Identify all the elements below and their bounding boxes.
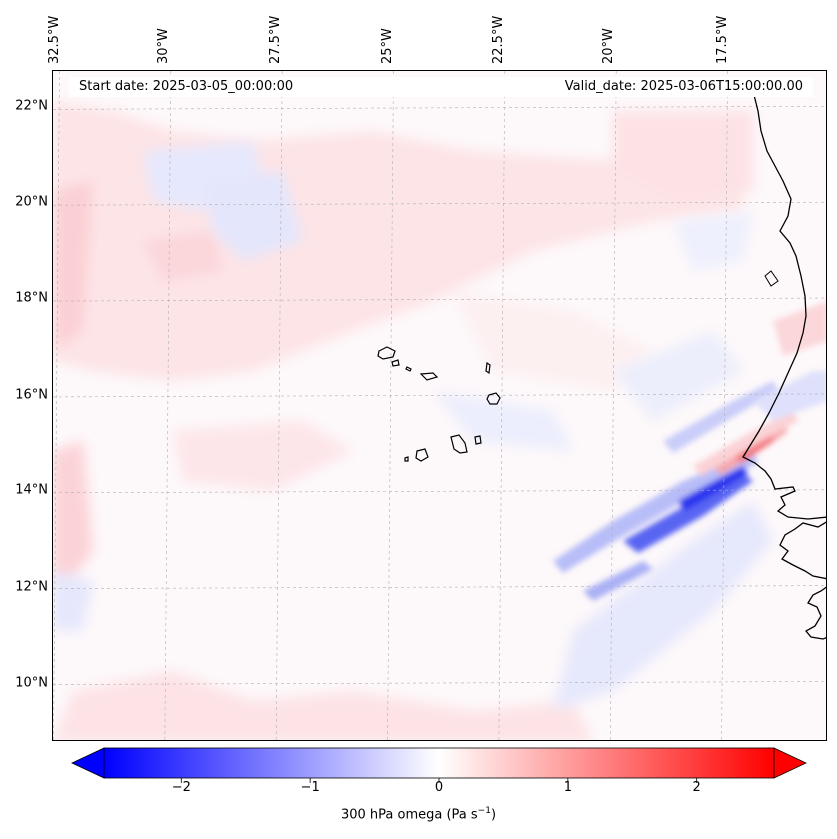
meridian-gridline: [164, 71, 172, 740]
lon-label-27.5W: 27.5°W: [268, 15, 283, 64]
colorbar-tick-label: −2: [171, 780, 191, 795]
lat-label-18N: 18°N: [15, 290, 48, 306]
map-panel: Start date: 2025-03-05_00:00:00 Valid_da…: [52, 70, 827, 741]
lat-label-16N: 16°N: [15, 387, 48, 403]
lon-label-30W: 30°W: [156, 28, 171, 64]
coastal-bay: [764, 270, 779, 287]
start-date-label: Start date: 2025-03-05_00:00:00: [79, 79, 294, 94]
meridian-gridline: [498, 71, 506, 740]
lat-label-14N: 14°N: [15, 482, 48, 498]
lat-label-10N: 10°N: [15, 675, 48, 691]
lon-label-25W: 25°W: [380, 28, 395, 64]
colorbar-body: [103, 747, 775, 779]
lat-label-22N: 22°N: [15, 98, 48, 114]
meridian-gridline: [721, 71, 728, 740]
colorbar-ticks: [180, 778, 698, 783]
omega-field-map: [53, 71, 826, 740]
colorbar-tick-label: 0: [434, 780, 444, 795]
meridian-gridline: [275, 71, 283, 740]
meridian-gridline: [609, 71, 617, 740]
colorbar-tick-label: 2: [692, 780, 701, 795]
lon-label-20W: 20°W: [601, 28, 616, 64]
africa-coastline: [742, 90, 826, 640]
lon-label-32.5W: 32.5°W: [47, 15, 62, 64]
meridian-gridline: [53, 71, 60, 740]
positive-omega-regions: [53, 101, 753, 740]
negative-omega-regions: [53, 141, 773, 711]
strong-omega-bands: [553, 301, 826, 601]
lon-label-17.5W: 17.5°W: [715, 15, 730, 64]
lat-label-12N: 12°N: [15, 579, 48, 595]
map-gridlines: [53, 71, 826, 740]
colorbar: [71, 747, 807, 783]
lon-label-22.5W: 22.5°W: [491, 15, 506, 64]
valid-date-label: Valid_date: 2025-03-06T15:00:00.00: [564, 79, 803, 94]
cabo-verde-islands: [377, 346, 501, 462]
colorbar-label: 300 hPa omega (Pa s−1): [340, 806, 497, 823]
colorbar-tick-label: −1: [300, 780, 320, 795]
lat-label-20N: 20°N: [15, 194, 48, 210]
meridian-gridline: [387, 71, 394, 740]
colorbar-tick-label: 1: [563, 780, 572, 795]
colorbar-extend-min: [71, 747, 105, 779]
date-info-bar: Start date: 2025-03-05_00:00:00 Valid_da…: [69, 77, 813, 97]
colorbar-extend-max: [773, 747, 807, 779]
